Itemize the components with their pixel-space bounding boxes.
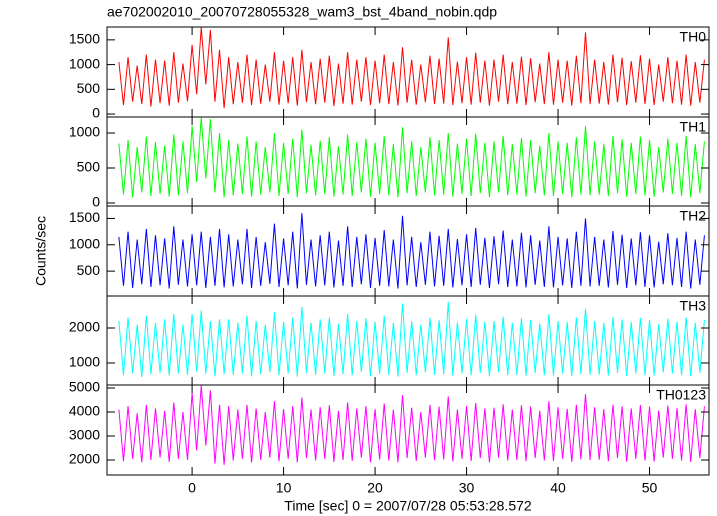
panel-frame (106, 116, 710, 207)
x-tick-label: 0 (188, 480, 196, 496)
series-label: TH3 (680, 298, 707, 314)
chart-title: ae702002010_20070728055328_wam3_bst_4ban… (107, 4, 497, 20)
light-curve (118, 213, 705, 289)
series-label: TH0123 (656, 387, 706, 403)
y-tick-label: 1500 (69, 31, 100, 47)
series-label: TH1 (680, 119, 707, 135)
y-tick-label: 2000 (69, 319, 100, 335)
y-tick-label: 1000 (69, 235, 100, 251)
x-tick-label: 20 (367, 480, 383, 496)
series-label: TH0 (680, 29, 707, 45)
x-tick-label: 10 (276, 480, 292, 496)
series-label: TH2 (680, 208, 707, 224)
x-axis-label: Time [sec] 0 = 2007/07/28 05:53:28.572 (284, 498, 532, 514)
x-tick-label: 30 (459, 480, 475, 496)
y-tick-label: 1500 (69, 209, 100, 225)
light-curve (118, 27, 705, 109)
y-tick-label: 500 (77, 80, 101, 96)
y-tick-label: 4000 (69, 403, 100, 419)
light-curve (118, 385, 705, 465)
panel-frame (106, 26, 710, 118)
y-tick-label: 0 (92, 105, 100, 121)
x-tick-label: 40 (550, 480, 566, 496)
y-tick-label: 1000 (69, 354, 100, 370)
y-tick-label: 500 (77, 262, 101, 278)
panel-frame (106, 384, 710, 476)
light-curve (118, 301, 705, 378)
y-axis-label: Counts/sec (33, 216, 49, 286)
y-tick-label: 0 (92, 194, 100, 210)
light-curve (118, 117, 705, 198)
y-tick-label: 500 (77, 159, 101, 175)
y-tick-label: 3000 (69, 427, 100, 443)
x-tick-label: 50 (642, 480, 658, 496)
y-tick-label: 1000 (69, 124, 100, 140)
panel-frame (106, 295, 710, 386)
y-tick-label: 1000 (69, 55, 100, 71)
y-tick-label: 5000 (69, 379, 100, 395)
y-tick-label: 2000 (69, 451, 100, 467)
